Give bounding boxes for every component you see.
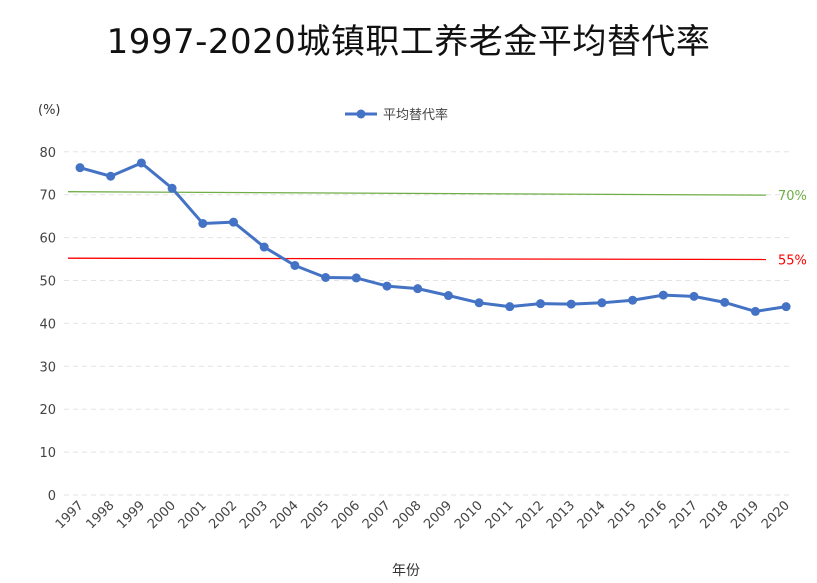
- data-point: [259, 242, 269, 252]
- gridlines: [64, 151, 792, 496]
- data-point: [750, 306, 760, 316]
- data-point: [658, 290, 668, 300]
- series-line: [79, 161, 787, 313]
- y-tick-label: 20: [39, 403, 56, 418]
- y-tick-label: 50: [39, 275, 56, 290]
- x-axis-ticks: 1997199819992000200120022003200420052006…: [53, 498, 793, 532]
- reference-line-label: 70%: [778, 189, 807, 204]
- x-tick-label: 2015: [605, 498, 639, 532]
- legend: 平均替代率: [345, 107, 448, 123]
- data-point: [781, 302, 791, 312]
- y-tick-label: 40: [39, 317, 56, 332]
- reference-line: [67, 257, 767, 261]
- data-point: [597, 298, 607, 308]
- y-tick-label: 0: [48, 489, 56, 504]
- x-tick-label: 1999: [114, 498, 148, 532]
- x-tick-label: 2016: [636, 498, 670, 532]
- data-point: [382, 281, 392, 291]
- x-tick-label: 2003: [237, 498, 271, 532]
- legend-marker: [356, 109, 366, 119]
- data-point: [413, 284, 423, 294]
- x-tick-label: 2006: [329, 498, 363, 532]
- data-point: [167, 183, 177, 193]
- x-tick-label: 2010: [452, 498, 486, 532]
- data-point: [321, 272, 331, 282]
- data-point: [75, 163, 85, 173]
- x-tick-label: 2011: [483, 498, 517, 532]
- data-point: [536, 299, 545, 309]
- data-point: [229, 217, 238, 227]
- reference-lines: 70% 55%: [67, 189, 807, 268]
- x-tick-label: 2000: [145, 498, 179, 532]
- y-tick-label: 60: [39, 232, 56, 247]
- y-tick-label: 10: [39, 446, 56, 461]
- x-axis-title: 年份: [392, 563, 420, 579]
- x-tick-label: 2012: [513, 498, 547, 532]
- data-point: [505, 302, 515, 312]
- data-point: [566, 299, 576, 309]
- y-tick-label: 30: [39, 360, 56, 375]
- x-tick-label: 2007: [360, 498, 394, 532]
- reference-line-label: 55%: [778, 253, 807, 268]
- chart-title: 1997-2020城镇职工养老金平均替代率: [106, 22, 711, 62]
- data-point: [474, 298, 484, 308]
- data-point: [443, 291, 453, 301]
- x-tick-label: 2001: [176, 498, 210, 532]
- x-tick-label: 2020: [759, 498, 793, 532]
- x-tick-label: 2009: [421, 498, 455, 532]
- x-tick-label: 2019: [728, 498, 762, 532]
- x-tick-label: 2004: [268, 498, 302, 532]
- data-point: [689, 291, 699, 301]
- x-tick-label: 2013: [544, 498, 578, 532]
- x-tick-label: 1997: [53, 498, 87, 532]
- data-point: [290, 260, 300, 270]
- data-point: [720, 297, 730, 307]
- legend-label: 平均替代率: [383, 107, 448, 123]
- y-tick-label: 80: [39, 146, 56, 161]
- y-axis-unit: (%): [38, 103, 61, 118]
- x-tick-label: 2017: [667, 498, 701, 532]
- data-point: [351, 273, 361, 283]
- x-tick-label: 2014: [575, 498, 609, 532]
- data-point: [198, 218, 208, 228]
- series-layer: [75, 158, 791, 316]
- y-tick-label: 70: [39, 189, 56, 204]
- x-tick-label: 2018: [698, 498, 732, 532]
- data-point: [136, 158, 146, 168]
- x-tick-label: 2005: [298, 498, 332, 532]
- x-tick-label: 2008: [391, 498, 425, 532]
- reference-line: [67, 191, 767, 196]
- y-axis-ticks: 0 10 20 30 40 50 60 70 80: [39, 146, 56, 504]
- x-tick-label: 1998: [84, 498, 118, 532]
- x-tick-label: 2002: [206, 498, 240, 532]
- data-point: [106, 171, 116, 181]
- data-point: [628, 295, 638, 305]
